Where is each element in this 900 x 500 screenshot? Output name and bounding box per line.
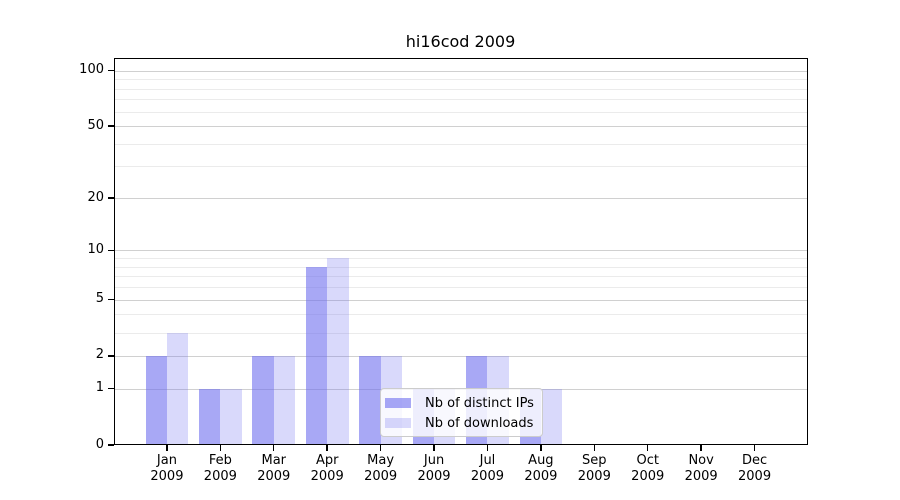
legend-row-distinct-ips: Nb of distinct IPs	[385, 393, 542, 413]
bar-distinct-ips-apr	[305, 266, 328, 445]
x-axis-tick	[593, 445, 595, 451]
bar-distinct-ips-mar	[252, 355, 274, 445]
x-tick-label-dec: Dec 2009	[738, 453, 772, 484]
gridline-major	[113, 355, 808, 357]
x-axis-tick	[753, 445, 756, 451]
gridline-minor	[113, 266, 808, 268]
gridline-minor	[113, 143, 808, 145]
bar-downloads-aug	[540, 388, 563, 445]
gridline-minor	[113, 111, 808, 113]
gridline-minor	[113, 332, 808, 334]
x-axis-tick	[486, 445, 489, 451]
bar-distinct-ips-feb	[198, 388, 221, 445]
bar-downloads-apr	[327, 258, 349, 445]
y-axis-tick	[107, 388, 114, 390]
y-tick-label: 2	[95, 347, 104, 363]
gridline-minor	[113, 276, 808, 278]
plot-area	[113, 58, 808, 445]
x-axis-tick	[700, 445, 702, 451]
x-tick-label-mar: Mar 2009	[257, 453, 291, 484]
x-axis-tick	[433, 445, 435, 451]
x-tick-label-nov: Nov 2009	[684, 453, 718, 484]
x-axis-tick	[540, 445, 542, 451]
axes-spines	[113, 58, 808, 445]
x-axis-tick	[379, 445, 382, 451]
legend-row-downloads: Nb of downloads	[385, 413, 542, 433]
x-tick-label-may: May 2009	[364, 453, 398, 484]
x-tick-label-jan: Jan 2009	[150, 453, 184, 484]
y-axis-tick	[107, 249, 114, 252]
y-axis-tick	[107, 125, 114, 127]
x-tick-label-feb: Feb 2009	[203, 453, 237, 484]
gridline-minor	[113, 166, 808, 168]
gridline-major	[113, 126, 808, 128]
x-axis-tick	[166, 445, 168, 451]
bar-downloads-feb	[220, 388, 242, 445]
gridline-minor	[113, 79, 808, 81]
gridline-minor	[113, 258, 808, 260]
y-tick-label: 50	[87, 117, 104, 133]
y-tick-label: 0	[95, 436, 104, 452]
x-axis-tick	[647, 445, 649, 451]
gridline-major	[113, 299, 808, 301]
bar-distinct-ips-may	[359, 355, 381, 445]
gridline-major	[113, 250, 808, 252]
x-axis-tick	[326, 445, 328, 451]
bar-downloads-jan	[166, 332, 189, 445]
gridline-major	[113, 198, 808, 200]
chart-title: hi16cod 2009	[405, 32, 516, 51]
y-axis-tick	[107, 298, 114, 301]
legend-label-downloads: Nb of downloads	[425, 415, 534, 431]
gridline-minor	[113, 88, 808, 90]
y-axis-tick	[107, 69, 114, 72]
y-axis-tick	[107, 355, 114, 357]
x-tick-label-jul: Jul 2009	[470, 453, 504, 484]
y-tick-label: 10	[87, 241, 104, 257]
x-tick-label-sep: Sep 2009	[577, 453, 611, 484]
y-axis-tick	[107, 197, 114, 199]
y-tick-label: 1	[95, 380, 104, 396]
gridline-minor	[113, 287, 808, 289]
gridline-minor	[113, 314, 808, 316]
bar-distinct-ips-jan	[145, 355, 167, 445]
x-tick-label-aug: Aug 2009	[524, 453, 558, 484]
bar-downloads-mar	[273, 355, 296, 445]
y-tick-label: 20	[87, 189, 104, 205]
y-tick-label: 100	[79, 62, 104, 78]
legend-swatch-downloads	[385, 418, 411, 428]
legend: Nb of distinct IPs Nb of downloads	[380, 388, 543, 437]
x-axis-tick	[219, 445, 222, 451]
gridline-minor	[113, 99, 808, 101]
y-axis-tick	[107, 444, 114, 446]
legend-swatch-distinct-ips	[385, 398, 411, 408]
x-tick-label-apr: Apr 2009	[310, 453, 344, 484]
legend-label-distinct-ips: Nb of distinct IPs	[425, 395, 534, 411]
gridline-major	[113, 70, 808, 72]
y-tick-label: 5	[95, 291, 104, 307]
x-tick-label-oct: Oct 2009	[631, 453, 665, 484]
x-axis-tick	[273, 445, 275, 451]
x-tick-label-jun: Jun 2009	[417, 453, 451, 484]
